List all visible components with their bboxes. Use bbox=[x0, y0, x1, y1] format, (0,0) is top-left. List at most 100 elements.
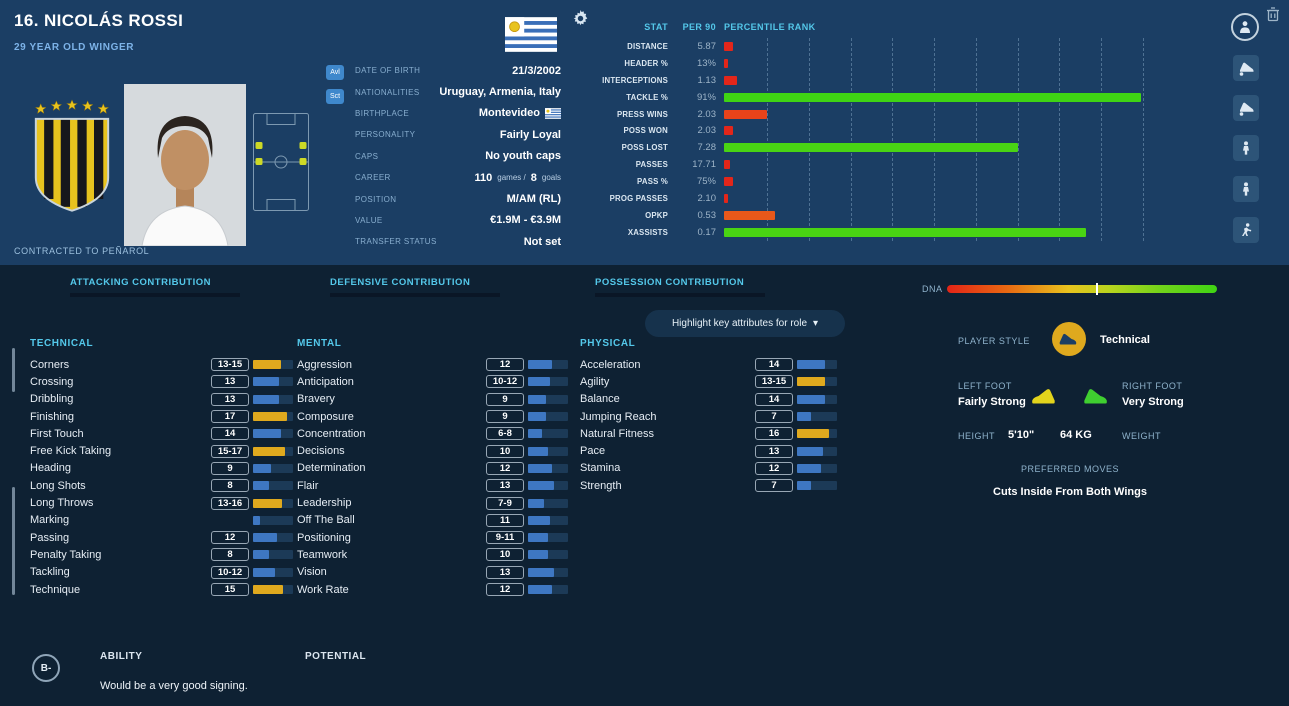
attribute-value: 9-11 bbox=[486, 531, 524, 545]
right-foot-value: Very Strong bbox=[1122, 396, 1184, 408]
scouted-badge[interactable]: Sct bbox=[326, 89, 344, 104]
attribute-bar bbox=[253, 567, 293, 577]
attribute-name: Determination bbox=[297, 462, 366, 475]
attribute-value: 14 bbox=[755, 358, 793, 372]
attribute-row: Composure 9 bbox=[297, 408, 568, 425]
detail-row-value: VALUE €1.9M - €3.9M bbox=[355, 210, 561, 231]
stat-label: XASSISTS bbox=[627, 227, 668, 237]
attribute-bar bbox=[253, 429, 293, 439]
stat-row: INTERCEPTIONS 1.13 bbox=[598, 72, 1150, 89]
boot-ball-button-2[interactable] bbox=[1233, 95, 1259, 121]
attribute-bar bbox=[528, 412, 568, 422]
standing-player-button-2[interactable] bbox=[1233, 176, 1259, 202]
tab-possession-contribution[interactable]: POSSESSION CONTRIBUTION bbox=[595, 277, 745, 288]
attribute-value: 17 bbox=[211, 410, 249, 424]
attribute-name: Teamwork bbox=[297, 548, 348, 561]
attribute-bar-fill bbox=[253, 481, 269, 491]
tab-attacking-contribution[interactable]: ATTACKING CONTRIBUTION bbox=[70, 277, 211, 288]
tab-defensive-contribution[interactable]: DEFENSIVE CONTRIBUTION bbox=[330, 277, 471, 288]
attribute-bar bbox=[528, 360, 568, 370]
player-name: 16. NICOLÁS ROSSI bbox=[14, 11, 184, 30]
potential-star bbox=[425, 650, 436, 661]
attribute-bar-fill bbox=[253, 377, 279, 387]
stat-label: PRESS WINS bbox=[617, 109, 668, 119]
stat-label: POSS LOST bbox=[621, 143, 668, 153]
attributes-scrollbar-top[interactable] bbox=[12, 348, 15, 392]
personality-value: Fairly Loyal bbox=[499, 128, 561, 141]
attribute-bar bbox=[528, 429, 568, 439]
attribute-row: Work Rate 12 bbox=[297, 581, 568, 598]
boot-ball-button-1[interactable] bbox=[1233, 55, 1259, 81]
mental-title: MENTAL bbox=[297, 338, 342, 349]
attribute-bar-fill bbox=[253, 533, 277, 543]
attribute-bar-fill bbox=[528, 377, 550, 387]
player-subtitle: 29 YEAR OLD WINGER bbox=[14, 42, 135, 53]
attribute-value: 8 bbox=[211, 548, 249, 562]
availability-badge[interactable]: Avl bbox=[326, 65, 344, 80]
stat-per90-value: 0.53 bbox=[697, 209, 717, 221]
attribute-bar bbox=[253, 498, 293, 508]
attribute-bar-fill bbox=[528, 585, 552, 594]
standing-player-button-1[interactable] bbox=[1233, 135, 1259, 161]
stat-row: PASSES 17.71 bbox=[598, 156, 1150, 173]
stat-row: DISTANCE 5.87 bbox=[598, 38, 1150, 55]
highlight-role-dropdown[interactable]: Highlight key attributes for role ▾ bbox=[645, 310, 845, 337]
attribute-name: Decisions bbox=[297, 445, 345, 458]
detail-row-personality: PERSONALITY Fairly Loyal bbox=[355, 124, 561, 145]
stat-label: PROG PASSES bbox=[609, 193, 668, 203]
ability-star bbox=[230, 650, 241, 661]
attribute-row: Free Kick Taking 15-17 bbox=[30, 442, 293, 459]
attribute-name: Tackling bbox=[30, 566, 70, 579]
potential-star bbox=[395, 650, 406, 661]
ability-star bbox=[185, 650, 196, 661]
attribute-row: Strength 7 bbox=[580, 477, 837, 494]
potential-star bbox=[410, 650, 421, 661]
profile-circle-button[interactable] bbox=[1231, 13, 1259, 41]
stat-label: TACKLE % bbox=[626, 92, 668, 102]
left-foot-value: Fairly Strong bbox=[958, 396, 1026, 408]
attribute-bar bbox=[528, 515, 568, 525]
attribute-bar bbox=[253, 360, 293, 370]
attribute-name: Flair bbox=[297, 479, 319, 492]
ability-star bbox=[215, 650, 226, 661]
detail-row-transfer-status: TRANSFER STATUS Not set bbox=[355, 231, 561, 252]
attribute-value: 10 bbox=[486, 548, 524, 562]
attribute-bar-fill bbox=[253, 446, 285, 456]
attribute-value: 15 bbox=[211, 583, 249, 596]
attributes-scrollbar-bottom[interactable] bbox=[12, 487, 15, 595]
career-games-count: 110 bbox=[474, 171, 493, 184]
personal-details: DATE OF BIRTH 21/3/2002 NATIONALITIES Ur… bbox=[355, 60, 561, 253]
trash-icon[interactable] bbox=[1266, 6, 1280, 22]
stat-percentile-bar bbox=[724, 227, 1150, 237]
stat-per90-value: 7.28 bbox=[697, 142, 717, 154]
attribute-name: Work Rate bbox=[297, 583, 349, 596]
running-player-button[interactable] bbox=[1233, 217, 1259, 243]
gear-icon[interactable] bbox=[572, 10, 589, 27]
attribute-value: 12 bbox=[211, 531, 249, 545]
attribute-name: Bravery bbox=[297, 393, 335, 406]
attribute-name: First Touch bbox=[30, 427, 84, 440]
attribute-value: 13-15 bbox=[211, 358, 249, 372]
attribute-bar bbox=[528, 498, 568, 508]
attribute-name: Long Throws bbox=[30, 497, 94, 510]
attribute-name: Jumping Reach bbox=[580, 410, 657, 423]
attribute-row: Pace 13 bbox=[580, 442, 837, 459]
attribute-row: Long Throws 13-16 bbox=[30, 494, 293, 511]
attribute-name: Technique bbox=[30, 583, 81, 596]
potential-star bbox=[440, 650, 451, 661]
attribute-value: 11 bbox=[486, 513, 524, 527]
attribute-name: Leadership bbox=[297, 497, 352, 510]
attribute-row: Finishing 17 bbox=[30, 408, 293, 425]
attribute-bar bbox=[528, 481, 568, 491]
attribute-bar bbox=[253, 481, 293, 491]
attribute-value bbox=[211, 514, 249, 527]
attribute-name: Off The Ball bbox=[297, 514, 355, 527]
attribute-value: 12 bbox=[486, 461, 524, 475]
technical-title: TECHNICAL bbox=[30, 338, 94, 349]
uruguay-flag-icon bbox=[505, 17, 557, 52]
stat-label: PASSES bbox=[635, 160, 668, 170]
preferred-moves-label: PREFERRED MOVES bbox=[1020, 464, 1119, 474]
attribute-bar bbox=[797, 446, 837, 456]
stat-percentile-bar bbox=[724, 177, 1150, 187]
